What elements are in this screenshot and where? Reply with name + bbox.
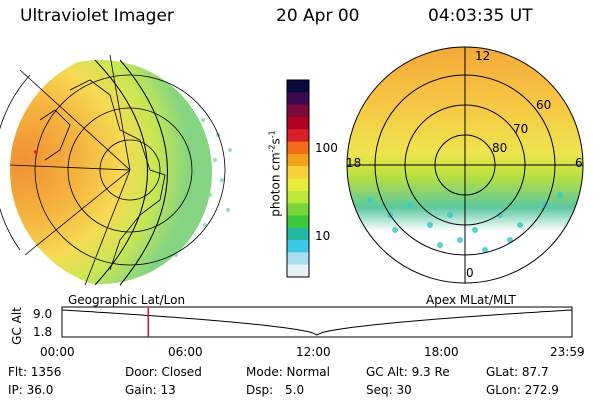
orbit-altitude-curve — [61, 309, 573, 336]
colorbar — [286, 79, 310, 278]
date-label: 20 Apr 00 — [276, 6, 360, 26]
colorbar-tick-10: 10 — [315, 229, 331, 243]
gc-altitude: GC Alt: 9.3 Re — [366, 365, 450, 379]
timeline-xtick-4: 23:59 — [550, 345, 585, 359]
colorbar-swatch — [287, 129, 309, 143]
sequence-number: Seq: 30 — [366, 383, 412, 397]
dsp-label: Dsp: — [246, 383, 274, 397]
timeline-ytick-top: 9.0 — [33, 307, 53, 321]
flight-number: Flt: 1356 — [8, 365, 62, 379]
colorbar-swatch — [287, 190, 309, 204]
timeline-xtick-2: 12:00 — [296, 345, 331, 359]
colorbar-swatch — [287, 153, 309, 167]
mlat-70-circle — [404, 104, 526, 226]
colorbar-swatch — [287, 264, 309, 278]
altitude-timeline — [61, 306, 573, 338]
colorbar-swatch — [287, 166, 309, 179]
time-label: 04:03:35 UT — [428, 6, 533, 26]
colorbar-swatch — [287, 104, 309, 118]
colorbar-swatch — [287, 80, 309, 93]
apex-label: Apex MLat/MLT — [426, 293, 516, 307]
timeline-xtick-3: 18:00 — [424, 345, 459, 359]
colorbar-swatch — [287, 227, 309, 241]
mlt-6-label: 6 — [575, 156, 583, 170]
timeline-xtick-0: 00:00 — [40, 345, 75, 359]
dsp-value: 5.0 — [285, 383, 305, 397]
mode-value: Mode: Normal — [246, 365, 330, 379]
geographic-longitude: GLon: 272.9 — [486, 383, 559, 397]
colorbar-swatch — [287, 178, 309, 192]
colorbar-swatch — [287, 203, 309, 216]
colorbar-swatch — [287, 240, 309, 253]
colorbar-swatch — [287, 252, 309, 266]
colorbar-frame — [286, 79, 310, 278]
door-status: Door: Closed — [125, 365, 202, 379]
geographic-latitude: GLat: 87.7 — [486, 365, 549, 379]
timeline-ylabel: GC Alt — [10, 307, 24, 345]
right-aurora-image — [347, 47, 583, 283]
mlat-80-circle — [434, 134, 496, 196]
timeline-xtick-1: 06:00 — [168, 345, 203, 359]
mlt-0-label: 0 — [466, 266, 474, 280]
lat-80-label: 80 — [492, 141, 508, 155]
mlat-outer-circle — [346, 46, 584, 284]
mlt-12-label: 12 — [475, 49, 491, 63]
left-aurora-image — [10, 60, 212, 284]
ip-value: IP: 36.0 — [8, 383, 54, 397]
colorbar-swatch — [287, 215, 309, 229]
timeline-ytick-bottom: 1.8 — [33, 325, 53, 339]
colorbar-tick-100: 100 — [315, 141, 338, 155]
gain-value: Gain: 13 — [125, 383, 176, 397]
colorbar-swatch — [287, 92, 309, 106]
lat-70-label: 70 — [513, 122, 529, 136]
mlt-18-label: 18 — [346, 156, 362, 170]
colorbar-swatch — [287, 141, 309, 155]
mlat-60-circle — [374, 74, 556, 256]
geographic-label: Geographic Lat/Lon — [68, 293, 186, 307]
lat-60-label: 60 — [536, 98, 552, 112]
timeline-frame — [61, 306, 573, 338]
colorbar-swatch — [287, 116, 309, 130]
colorbar-unit-label: photon cm-2s-1 — [267, 130, 283, 217]
instrument-title: Ultraviolet Imager — [20, 6, 174, 26]
